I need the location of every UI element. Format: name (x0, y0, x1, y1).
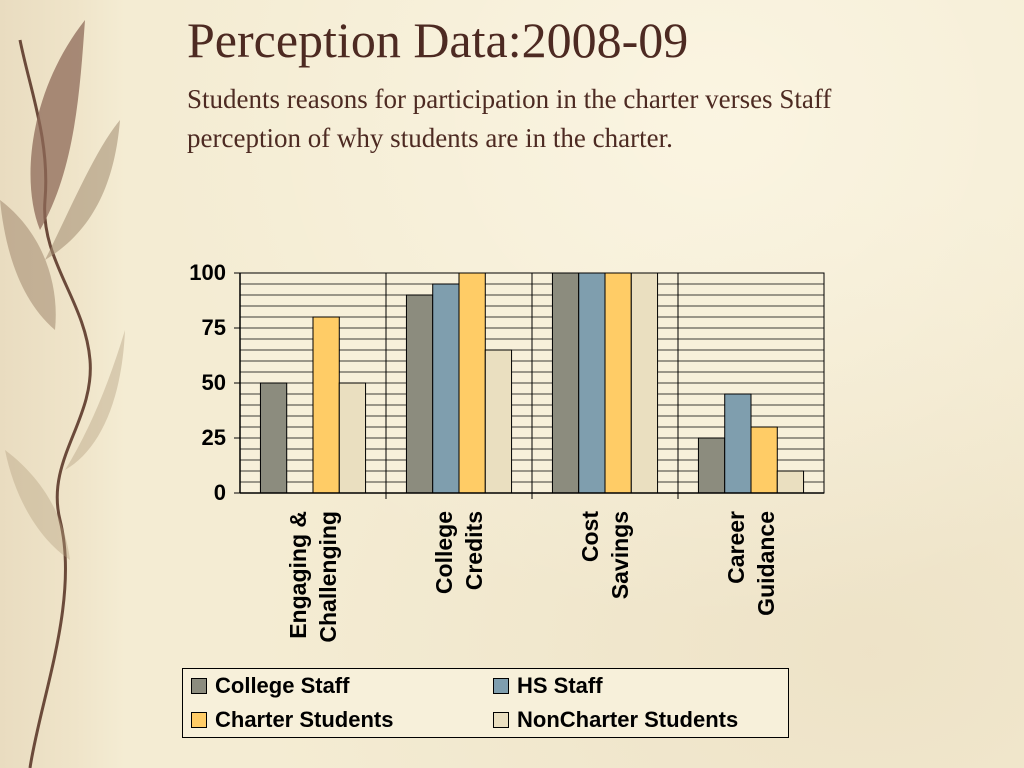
slide-title: Perception Data:2008-09 (187, 12, 689, 68)
bar (458, 272, 486, 494)
bar (259, 382, 288, 494)
x-category-label-line: Guidance (753, 511, 779, 616)
x-category-label: Cost Savings (577, 511, 633, 600)
x-category-label-line: Savings (607, 511, 633, 599)
bar (405, 294, 434, 494)
y-tick-label: 25 (202, 425, 226, 450)
x-category-label-line: Cost (577, 511, 603, 562)
x-category-label: Career Guidance (723, 511, 779, 616)
y-tick-label: 100 (189, 260, 226, 285)
legend-item: HS Staff (493, 673, 603, 699)
bar (697, 437, 726, 494)
bar (604, 272, 632, 494)
legend-item: Charter Students (191, 707, 393, 733)
bar (630, 272, 659, 494)
bar (338, 382, 367, 494)
legend-item: NonCharter Students (493, 707, 738, 733)
bar (484, 349, 513, 494)
x-category-label-line: Career (723, 511, 749, 584)
legend-label: HS Staff (517, 673, 603, 698)
bar (578, 272, 606, 494)
x-category-label: Engaging & Challenging (285, 511, 341, 643)
bar (750, 426, 778, 494)
legend-swatch (191, 712, 207, 728)
bar (432, 283, 460, 494)
bar (551, 272, 580, 494)
legend-swatch (493, 712, 509, 728)
slide-subtitle: Students reasons for participation in th… (187, 84, 832, 153)
legend-label: NonCharter Students (517, 707, 739, 732)
legend-swatch (493, 678, 509, 694)
x-category-label-line: Engaging & (285, 511, 311, 639)
x-category-label-line: Challenging (315, 511, 341, 643)
y-tick-label: 50 (202, 370, 226, 395)
x-category-label-line: College (431, 511, 457, 594)
leaf-branch-icon (0, 20, 125, 768)
legend-label: Charter Students (215, 707, 394, 732)
bar (776, 470, 805, 494)
legend-label: College Staff (215, 673, 350, 698)
chart-legend: College Staff HS Staff Charter Students Non… (182, 668, 789, 738)
y-tick-label: 0 (214, 480, 226, 505)
x-category-label: College Credits (431, 511, 487, 594)
bar (312, 316, 340, 494)
legend-swatch (191, 678, 207, 694)
x-category-label-line: Credits (461, 511, 487, 590)
y-tick-label: 75 (202, 315, 226, 340)
bar (724, 393, 752, 494)
legend-item: College Staff (191, 673, 349, 699)
